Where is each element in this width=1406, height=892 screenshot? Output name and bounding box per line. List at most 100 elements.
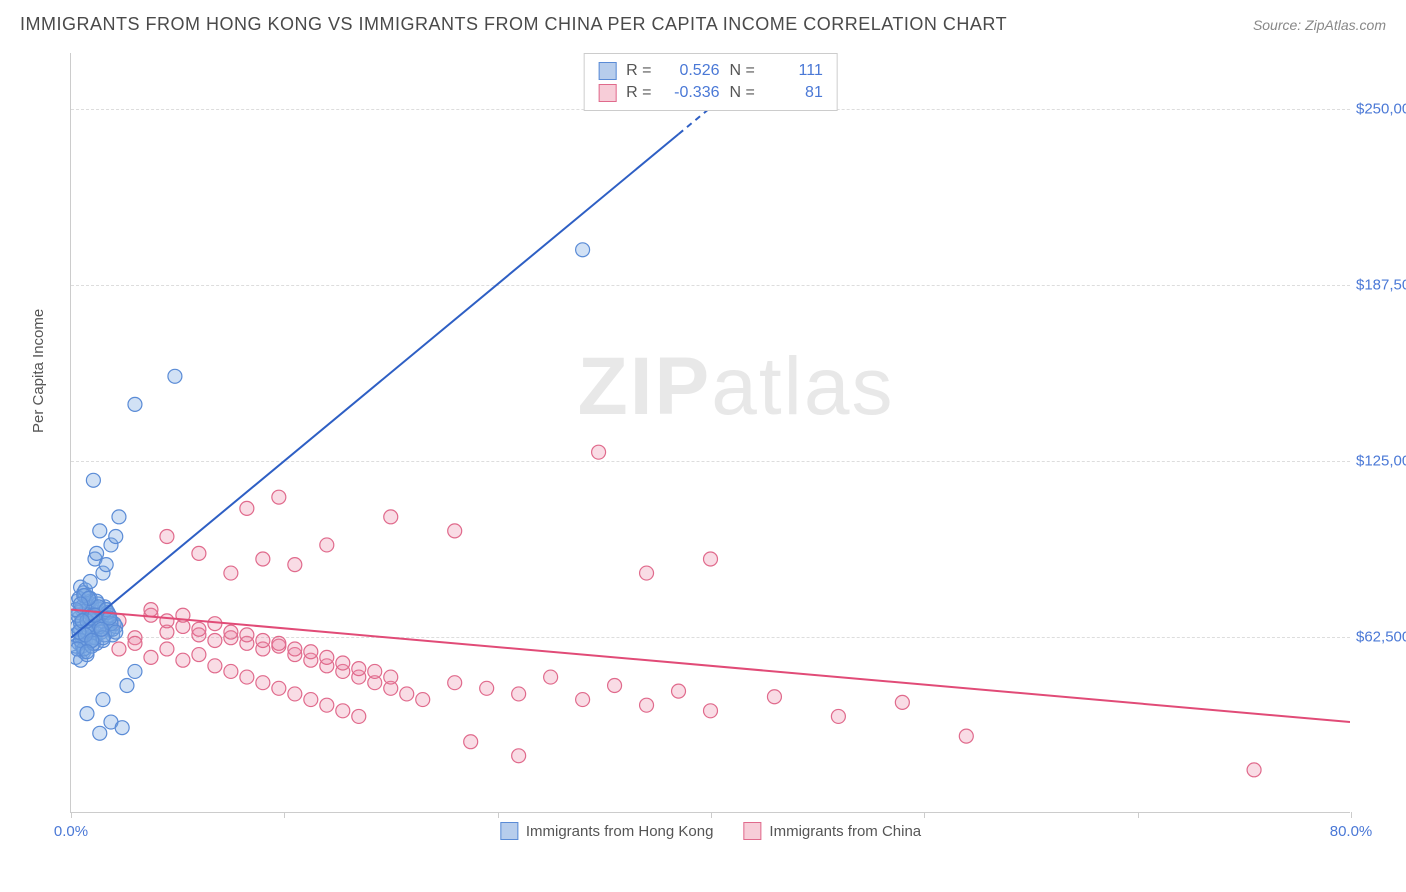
data-point [640,698,654,712]
data-point [160,530,174,544]
r-value-hk: 0.526 [662,62,720,80]
data-point [86,473,100,487]
data-point [304,645,318,659]
data-point [352,709,366,723]
stats-legend-box: R = 0.526 N = 111 R = -0.336 N = 81 [583,53,838,111]
data-point [512,687,526,701]
data-point [959,729,973,743]
data-point [704,704,718,718]
swatch-china-icon [743,822,761,840]
y-tick-label: $125,000 [1356,453,1406,470]
y-tick-label: $250,000 [1356,101,1406,118]
legend-bottom: Immigrants from Hong Kong Immigrants fro… [500,822,921,840]
data-point [109,530,123,544]
data-point [895,695,909,709]
data-point [512,749,526,763]
data-point [168,369,182,383]
x-tick-mark [71,812,72,818]
data-point [288,558,302,572]
x-tick-mark [1138,812,1139,818]
data-point [272,636,286,650]
n-value-china: 81 [765,84,823,102]
data-point [448,524,462,538]
data-point [224,625,238,639]
source-label: Source: ZipAtlas.com [1253,17,1386,33]
data-point [176,653,190,667]
data-point [90,546,104,560]
scatter-plot [71,53,1350,812]
data-point [75,614,89,628]
data-point [480,681,494,695]
chart-area: Per Capita Income ZIPatlas R = 0.526 N =… [20,43,1386,863]
data-point [74,597,88,611]
data-point [160,642,174,656]
data-point [767,690,781,704]
data-point [576,693,590,707]
data-point [192,622,206,636]
data-point [544,670,558,684]
data-point [192,648,206,662]
data-point [400,687,414,701]
data-point [1247,763,1261,777]
x-tick-label-left: 0.0% [54,823,88,840]
plot-region: ZIPatlas R = 0.526 N = 111 R = -0.336 N … [70,53,1350,813]
data-point [288,687,302,701]
data-point [368,664,382,678]
x-tick-mark [498,812,499,818]
data-point [448,676,462,690]
data-point [99,558,113,572]
data-point [93,524,107,538]
data-point [608,679,622,693]
data-point [144,650,158,664]
x-tick-mark [284,812,285,818]
y-tick-label: $62,500 [1356,629,1406,646]
data-point [336,656,350,670]
data-point [112,510,126,524]
data-point [120,679,134,693]
data-point [352,662,366,676]
data-point [304,693,318,707]
x-tick-label-right: 80.0% [1330,823,1373,840]
n-value-hk: 111 [765,62,823,80]
legend-item-china: Immigrants from China [743,822,921,840]
data-point [831,709,845,723]
trendline-hk [71,134,679,638]
legend-item-hk: Immigrants from Hong Kong [500,822,714,840]
data-point [256,634,270,648]
data-point [256,676,270,690]
stats-row-hk: R = 0.526 N = 111 [598,60,823,82]
data-point [224,566,238,580]
x-tick-mark [1351,812,1352,818]
data-point [416,693,430,707]
data-point [272,490,286,504]
data-point [240,501,254,515]
data-point [704,552,718,566]
swatch-hk-icon [598,62,616,80]
data-point [128,636,142,650]
data-point [464,735,478,749]
data-point [96,693,110,707]
data-point [208,634,222,648]
data-point [80,707,94,721]
data-point [256,552,270,566]
data-point [208,659,222,673]
data-point [640,566,654,580]
data-point [83,574,97,588]
r-value-china: -0.336 [662,84,720,102]
data-point [115,721,129,735]
x-tick-mark [924,812,925,818]
data-point [160,614,174,628]
data-point [93,726,107,740]
swatch-china-icon [598,84,616,102]
x-tick-mark [711,812,712,818]
data-point [192,546,206,560]
data-point [672,684,686,698]
data-point [384,510,398,524]
data-point [320,698,334,712]
data-point [128,664,142,678]
data-point [576,243,590,257]
data-point [80,645,94,659]
data-point [112,642,126,656]
data-point [109,625,123,639]
data-point [320,650,334,664]
